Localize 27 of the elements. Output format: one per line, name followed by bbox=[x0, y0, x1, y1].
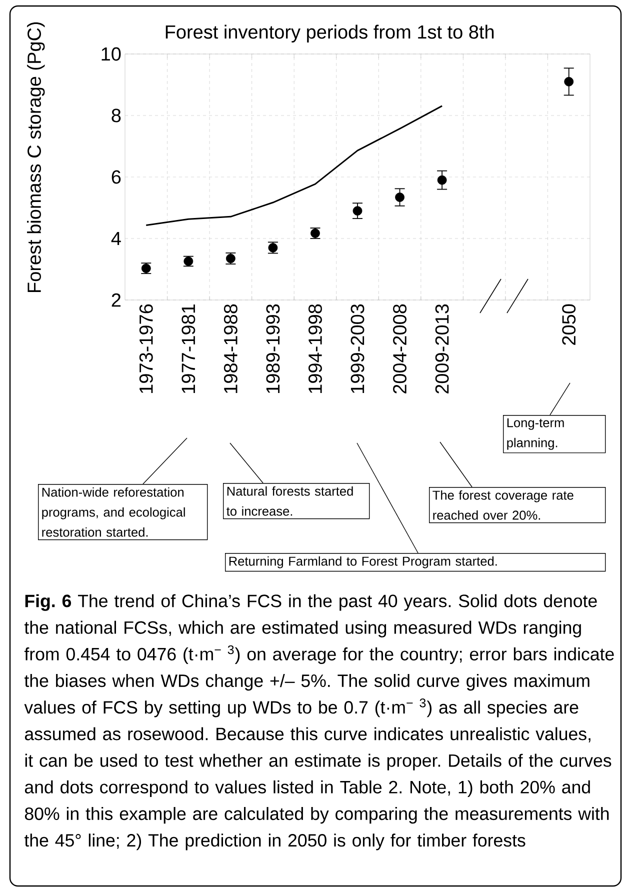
y-tick-label: 10 bbox=[102, 47, 121, 61]
y-axis-title: Forest biomass C storage (PgC) bbox=[27, 22, 45, 292]
point bbox=[437, 175, 447, 185]
y-tick-label: 6 bbox=[112, 170, 121, 184]
y-tick-label: 8 bbox=[112, 108, 121, 122]
x-tick-label: 2009-2013 bbox=[435, 304, 449, 394]
text: Fig. 6 The trend of China’s FCS in the past 40 years. Solid dots denote the national FCSs, which are estimated using measured WDs ranging from 0.454 to 0476 (t·m$^{− 3}$) on average for the country; error bars indicate the biases when WDs change +/– 5%. The solid curve gives maximum values of FCS by setting up WDs to be 0.7 (t·m$^{− 3}$) as all species are assumed as rosewood. Because this curve indicates unrealistic values, it can be used to test whether an estimate is proper. Details of the curves and dots correspond to values listed in Table 2. Note, 1) both 20% and 80% in this example are calculated by comparing the measurements with the 45° line; 2) The prediction in 2050 is only for timber forests bbox=[24, 594, 614, 850]
y-tick-label: 4 bbox=[111, 232, 121, 246]
chart-title: Forest inventory periods from 1st to 8th bbox=[166, 24, 494, 42]
x-tick-label: 2004-2008 bbox=[393, 304, 407, 394]
x-tick-label: 1989-1993 bbox=[266, 304, 280, 393]
x-tick-label: 2050 bbox=[562, 304, 576, 345]
point bbox=[352, 206, 362, 216]
x-tick-label: 1977-1981 bbox=[182, 304, 196, 393]
text: Nation-wide reforestation programs, and ecological restoration started. bbox=[42, 487, 185, 537]
point bbox=[395, 192, 404, 202]
point bbox=[564, 76, 574, 86]
text: Natural forests started to increase. bbox=[226, 486, 353, 516]
x-tick-label: 1984-1988 bbox=[224, 304, 238, 393]
x-tick-label: 1994-1998 bbox=[308, 304, 322, 393]
text: Returning Farmland to Forest Program started. bbox=[229, 556, 497, 568]
x-tick-label: 1973-1976 bbox=[139, 304, 153, 393]
x-tick-label: 1999-2003 bbox=[350, 304, 364, 393]
line-series bbox=[145, 105, 443, 226]
y-tick-label: 2 bbox=[112, 293, 121, 307]
text: Long-term planning. bbox=[507, 418, 564, 450]
text: The forest coverage rate reached over 20%. bbox=[432, 490, 574, 520]
